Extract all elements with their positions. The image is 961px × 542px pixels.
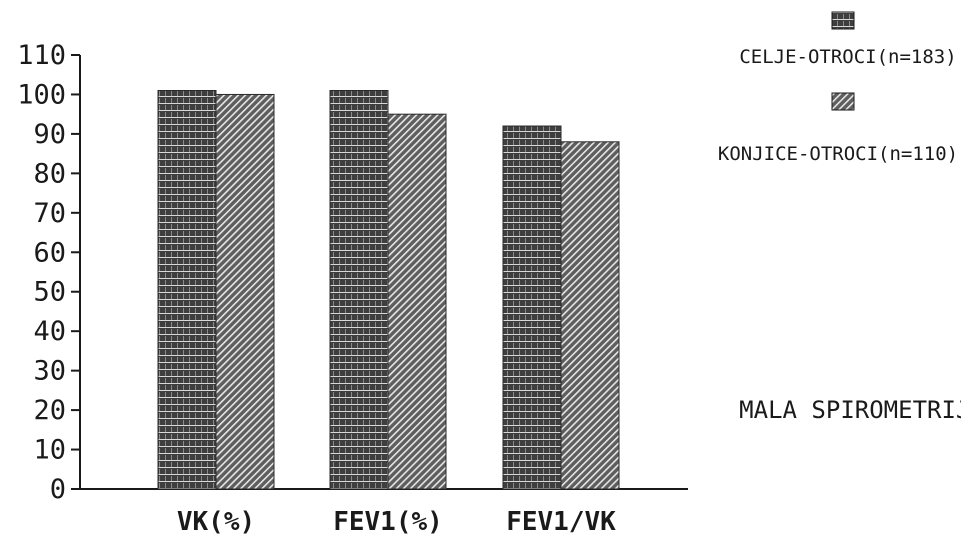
y-tick-label: 30: [33, 356, 66, 387]
y-tick-label: 0: [50, 474, 66, 505]
bar-konjice: [387, 113, 447, 490]
category-labels: VK(%) FEV1(%) FEV1/VK: [177, 507, 616, 537]
y-tick-label: 80: [33, 158, 66, 189]
legend-label-konjice: KONJICE-OTROCI(n=110): [718, 143, 958, 165]
bars-group: [157, 90, 620, 490]
legend: CELJE-OTROCI(n=183) KONJICE-OTROCI(n=110…: [718, 11, 958, 165]
y-tick-label: 40: [33, 316, 66, 347]
chart-title: MALA SPIROMETRIJA: [739, 396, 961, 424]
bar-celje: [502, 125, 562, 490]
y-axis-ticks: 0 10 20 30 40 50 60 70 80 90 100 110: [17, 40, 80, 505]
bar-konjice: [560, 141, 620, 490]
y-tick-label: 10: [33, 435, 66, 466]
y-tick-label: 50: [33, 277, 66, 308]
bar-celje: [157, 90, 217, 490]
legend-label-celje: CELJE-OTROCI(n=183): [739, 46, 956, 68]
legend-swatch-celje: [831, 11, 855, 30]
category-label: FEV1(%): [333, 507, 443, 537]
y-tick-label: 110: [17, 40, 66, 71]
legend-swatch-konjice: [831, 92, 855, 111]
category-label: VK(%): [177, 507, 255, 537]
y-tick-label: 100: [17, 79, 66, 110]
bar-konjice: [215, 93, 275, 490]
y-tick-label: 60: [33, 237, 66, 268]
category-label: FEV1/VK: [506, 507, 616, 537]
y-tick-label: 90: [33, 119, 66, 150]
bar-celje: [329, 90, 389, 490]
y-tick-label: 20: [33, 395, 66, 426]
y-tick-label: 70: [33, 198, 66, 229]
